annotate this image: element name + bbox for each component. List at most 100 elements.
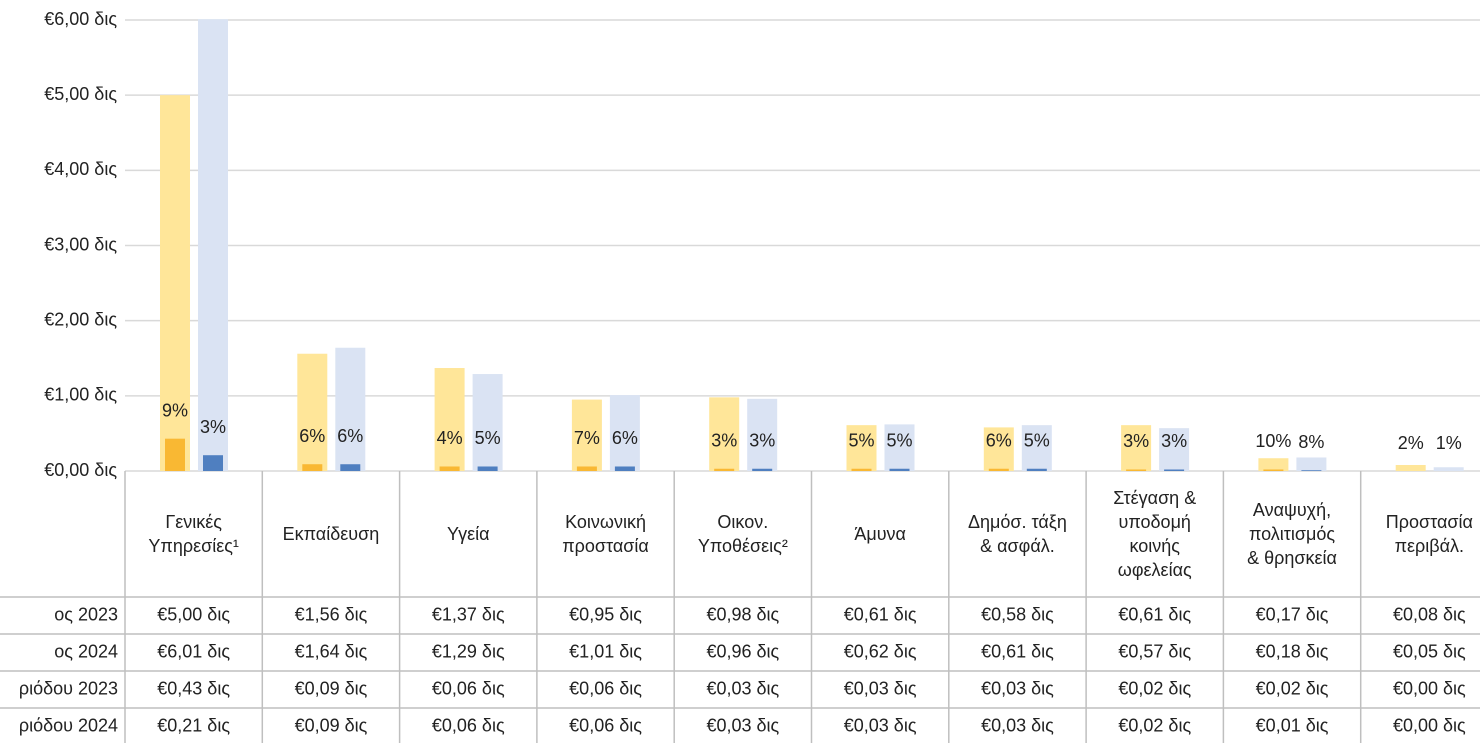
bar bbox=[1026, 468, 1047, 471]
table-cell: €1,37 δις bbox=[432, 604, 505, 624]
table-cell: €0,57 δις bbox=[1118, 641, 1191, 661]
y-tick-label: €1,00 δις bbox=[44, 385, 117, 405]
table-cell: €0,02 δις bbox=[1118, 678, 1191, 698]
share-label: 5% bbox=[475, 428, 501, 448]
share-label: 6% bbox=[986, 430, 1012, 450]
row-label: ος 2024 bbox=[54, 641, 118, 661]
category-label: Κοινωνική προστασία bbox=[562, 512, 649, 556]
bar bbox=[1164, 469, 1185, 471]
share-label: 7% bbox=[574, 428, 600, 448]
bar bbox=[609, 395, 640, 471]
table-cell: €5,00 δις bbox=[157, 604, 230, 624]
bar bbox=[160, 95, 190, 472]
bar bbox=[1258, 458, 1289, 471]
bar bbox=[477, 466, 498, 471]
y-tick-label: €5,00 δις bbox=[44, 84, 117, 104]
table-cell: €0,17 δις bbox=[1256, 604, 1329, 624]
table-cell: €0,03 δις bbox=[706, 678, 779, 698]
share-label: 6% bbox=[337, 426, 363, 446]
y-tick-label: €6,00 δις bbox=[44, 9, 117, 29]
table-cell: €0,06 δις bbox=[569, 715, 642, 735]
category-label: Οικον. Υποθέσεις² bbox=[697, 512, 788, 556]
share-label: 3% bbox=[749, 430, 775, 450]
bar bbox=[1263, 469, 1284, 471]
bar bbox=[1021, 425, 1052, 471]
table-cell: €0,02 δις bbox=[1118, 715, 1191, 735]
table-cell: €0,06 δις bbox=[569, 678, 642, 698]
table-cell: €0,08 δις bbox=[1393, 604, 1466, 624]
bar bbox=[747, 398, 778, 471]
table-cell: €0,43 δις bbox=[157, 678, 230, 698]
category-label: Υγεία bbox=[446, 524, 490, 544]
bar bbox=[851, 468, 872, 471]
bar bbox=[752, 468, 773, 471]
table-cell: €0,05 δις bbox=[1393, 641, 1466, 661]
y-tick-label: €0,00 δις bbox=[44, 460, 117, 480]
table-cell: €0,00 δις bbox=[1393, 715, 1466, 735]
bar bbox=[203, 455, 223, 471]
table-cell: €0,61 δις bbox=[1118, 604, 1191, 624]
table-cell: €0,03 δις bbox=[844, 715, 917, 735]
table-cell: €0,03 δις bbox=[981, 715, 1054, 735]
bar bbox=[714, 468, 735, 471]
bar bbox=[335, 347, 366, 471]
bar bbox=[988, 468, 1009, 471]
bar bbox=[983, 427, 1014, 471]
table-cell: €0,98 δις bbox=[706, 604, 779, 624]
bar bbox=[1296, 457, 1327, 471]
category-label: Άμυνα bbox=[854, 524, 906, 544]
table-cell: €0,00 δις bbox=[1393, 678, 1466, 698]
category-label: Εκπαίδευση bbox=[282, 524, 380, 544]
bar bbox=[1159, 428, 1190, 471]
bar bbox=[884, 424, 915, 471]
share-label: 9% bbox=[162, 400, 188, 420]
table-cell: €0,03 δις bbox=[844, 678, 917, 698]
bar bbox=[1121, 425, 1152, 471]
bar bbox=[302, 464, 323, 471]
table-cell: €0,09 δις bbox=[295, 678, 368, 698]
table-cell: €0,61 δις bbox=[844, 604, 917, 624]
share-label: 5% bbox=[848, 430, 874, 450]
bar bbox=[709, 397, 740, 471]
bar bbox=[340, 464, 361, 471]
table-cell: €0,03 δις bbox=[706, 715, 779, 735]
table-cell: €0,61 δις bbox=[981, 641, 1054, 661]
bar bbox=[472, 374, 503, 471]
table-cell: €1,29 δις bbox=[432, 641, 505, 661]
bar bbox=[1395, 464, 1426, 471]
category-label: Στέγαση & υποδομή κοινής ωφελείας bbox=[1113, 488, 1197, 580]
row-label: ριόδου 2023 bbox=[19, 678, 118, 698]
table-cell: €0,58 δις bbox=[981, 604, 1054, 624]
table-cell: €0,09 δις bbox=[295, 715, 368, 735]
share-label: 3% bbox=[1161, 431, 1187, 451]
row-label: ριόδου 2024 bbox=[19, 715, 118, 735]
bar bbox=[198, 19, 228, 472]
bar bbox=[439, 466, 460, 471]
table-cell: €1,01 δις bbox=[569, 641, 642, 661]
y-tick-label: €3,00 δις bbox=[44, 234, 117, 254]
table-cell: €0,62 δις bbox=[844, 641, 917, 661]
category-label: Γενικές Υπηρεσίες¹ bbox=[148, 512, 239, 556]
share-label: 4% bbox=[437, 428, 463, 448]
bar bbox=[297, 353, 328, 471]
table-cell: €0,95 δις bbox=[569, 604, 642, 624]
table-cell: €0,96 δις bbox=[706, 641, 779, 661]
category-label: Αναψυχή, πολιτισμός & θρησκεία bbox=[1247, 500, 1337, 568]
share-label: 6% bbox=[612, 428, 638, 448]
table-cell: €1,64 δις bbox=[295, 641, 368, 661]
share-label: 10% bbox=[1255, 431, 1291, 451]
bar bbox=[846, 425, 877, 471]
bar bbox=[889, 468, 910, 471]
table-cell: €0,21 δις bbox=[157, 715, 230, 735]
category-label: Δημόσ. τάξη & ασφάλ. bbox=[968, 512, 1067, 556]
bar bbox=[571, 399, 602, 471]
bar bbox=[614, 466, 635, 471]
share-label: 5% bbox=[886, 430, 912, 450]
table-cell: €1,56 δις bbox=[295, 604, 368, 624]
share-label: 3% bbox=[200, 417, 226, 437]
share-label: 3% bbox=[711, 430, 737, 450]
bar bbox=[1433, 467, 1464, 471]
bar bbox=[1126, 469, 1147, 471]
